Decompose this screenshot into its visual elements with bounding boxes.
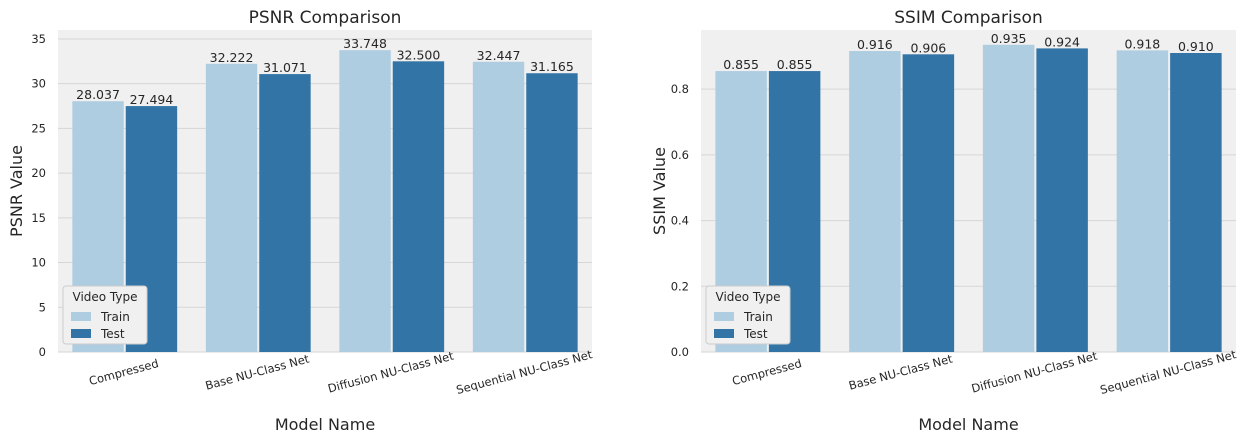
ssim-bar-value-label: 0.924 bbox=[1044, 34, 1080, 49]
ssim-chart-panel: 0.0 0.2 0.4 0.6 0.8 0.855 0.855 Compressed 0.916… bbox=[650, 8, 1238, 434]
ssim-legend-swatch-train bbox=[714, 312, 734, 321]
ssim-y-tick-label: 0.4 bbox=[671, 214, 689, 228]
psnr-bar-test bbox=[526, 73, 578, 352]
ssim-bar-train bbox=[1116, 50, 1169, 352]
ssim-y-tick-label: 0.0 bbox=[671, 345, 689, 359]
ssim-chart-title: SSIM Comparison bbox=[894, 8, 1042, 28]
ssim-bar-value-label: 0.918 bbox=[1124, 36, 1160, 51]
ssim-bar-value-label: 0.855 bbox=[777, 57, 813, 72]
ssim-x-axis-label: Model Name bbox=[918, 415, 1018, 434]
psnr-legend-label-train: Train bbox=[100, 310, 130, 324]
psnr-bar-value-label: 33.748 bbox=[343, 36, 387, 51]
psnr-y-tick-label: 10 bbox=[31, 256, 46, 270]
ssim-y-axis-label: SSIM Value bbox=[650, 147, 669, 235]
ssim-bar-value-label: 0.916 bbox=[857, 37, 893, 52]
psnr-x-tick-label: Diffusion NU-Class Net bbox=[326, 348, 455, 395]
ssim-x-tick-label: Sequential NU-Class Net bbox=[1099, 347, 1239, 397]
ssim-legend: Video Type Train Test bbox=[705, 285, 791, 345]
psnr-bar-value-label: 31.165 bbox=[530, 59, 574, 74]
ssim-bar-test bbox=[1170, 53, 1222, 352]
psnr-x-axis-label: Model Name bbox=[275, 415, 375, 434]
ssim-y-tick-label: 0.2 bbox=[671, 279, 689, 293]
psnr-legend: Video Type Train Test bbox=[62, 285, 148, 345]
psnr-legend-title: Video Type bbox=[73, 290, 138, 304]
ssim-bar-value-label: 0.910 bbox=[1178, 39, 1214, 54]
psnr-y-tick-label: 30 bbox=[31, 77, 46, 91]
ssim-x-tick-label: Base NU-Class Net bbox=[847, 351, 954, 392]
psnr-bar-train bbox=[472, 61, 525, 353]
psnr-chart-title: PSNR Comparison bbox=[249, 8, 402, 28]
psnr-y-tick-label: 15 bbox=[31, 211, 46, 225]
ssim-bar-train bbox=[849, 51, 901, 353]
psnr-y-tick-label: 5 bbox=[39, 300, 46, 314]
psnr-y-tick-label: 25 bbox=[31, 121, 46, 135]
psnr-bar-value-label: 27.494 bbox=[130, 92, 174, 107]
ssim-legend-label-train: Train bbox=[743, 310, 773, 324]
ssim-bar-test bbox=[1036, 48, 1088, 353]
ssim-legend-label-test: Test bbox=[743, 327, 768, 341]
psnr-x-tick-label: Base NU-Class Net bbox=[204, 351, 311, 392]
ssim-bar-value-label: 0.855 bbox=[723, 57, 759, 72]
ssim-legend-title: Video Type bbox=[716, 290, 781, 304]
ssim-bar-value-label: 0.935 bbox=[991, 31, 1027, 46]
psnr-chart-panel: 0 5 10 15 20 25 30 35 28.037 27.494 Compressed 32.2… bbox=[7, 8, 594, 434]
psnr-legend-swatch-test bbox=[71, 329, 91, 338]
ssim-x-tick-label: Diffusion NU-Class Net bbox=[970, 348, 1099, 395]
psnr-bar-value-label: 28.037 bbox=[76, 87, 120, 102]
psnr-bar-value-label: 32.222 bbox=[210, 50, 254, 65]
ssim-bar-value-label: 0.906 bbox=[910, 40, 946, 55]
psnr-legend-swatch-train bbox=[71, 312, 91, 321]
psnr-bar-value-label: 32.500 bbox=[397, 47, 441, 62]
psnr-y-tick-label: 0 bbox=[39, 345, 46, 359]
psnr-y-tick-label: 20 bbox=[31, 166, 46, 180]
psnr-bar-train bbox=[339, 50, 391, 353]
psnr-bar-train bbox=[205, 63, 258, 352]
psnr-bar-test bbox=[259, 74, 311, 353]
ssim-y-tick-label: 0.6 bbox=[671, 148, 689, 162]
ssim-y-tick-label: 0.8 bbox=[671, 82, 689, 96]
psnr-x-tick-label: Compressed bbox=[87, 356, 160, 388]
ssim-bar-train bbox=[982, 44, 1035, 353]
ssim-bar-test bbox=[902, 54, 955, 353]
psnr-x-tick-label: Sequential NU-Class Net bbox=[455, 347, 595, 397]
psnr-bar-value-label: 31.071 bbox=[263, 60, 307, 75]
ssim-x-tick-label: Compressed bbox=[731, 356, 804, 388]
psnr-y-axis-label: PSNR Value bbox=[7, 145, 26, 237]
ssim-legend-swatch-test bbox=[714, 329, 734, 338]
psnr-legend-label-test: Test bbox=[100, 327, 125, 341]
psnr-bar-value-label: 32.447 bbox=[477, 48, 521, 63]
psnr-y-tick-label: 35 bbox=[31, 32, 46, 46]
psnr-bar-test bbox=[392, 61, 445, 353]
